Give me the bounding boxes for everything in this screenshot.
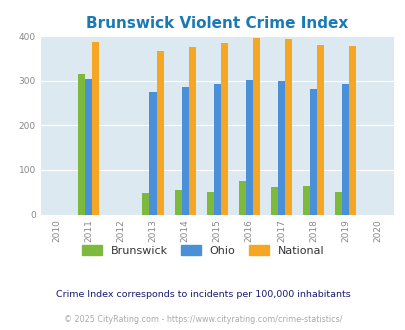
Bar [334,192,341,214]
Bar [284,39,291,214]
Text: Crime Index corresponds to incidents per 100,000 inhabitants: Crime Index corresponds to incidents per… [55,290,350,299]
Text: © 2025 CityRating.com - https://www.cityrating.com/crime-statistics/: © 2025 CityRating.com - https://www.city… [64,315,341,324]
Bar [245,81,252,214]
Bar [149,91,156,214]
Bar [174,189,181,214]
Bar [341,83,348,214]
Bar [316,45,323,214]
Bar [78,74,85,215]
Bar [92,42,99,215]
Bar [188,47,195,214]
Title: Brunswick Violent Crime Index: Brunswick Violent Crime Index [86,16,347,31]
Legend: Brunswick, Ohio, National: Brunswick, Ohio, National [77,241,328,260]
Bar [156,51,163,214]
Bar [220,44,227,214]
Bar [309,89,316,214]
Bar [302,186,309,214]
Bar [85,79,92,214]
Bar [142,193,149,214]
Bar [277,81,284,214]
Bar [213,84,220,214]
Bar [238,181,245,214]
Bar [348,46,355,214]
Bar [252,38,259,215]
Bar [181,87,188,214]
Bar [270,187,277,214]
Bar [206,192,213,214]
